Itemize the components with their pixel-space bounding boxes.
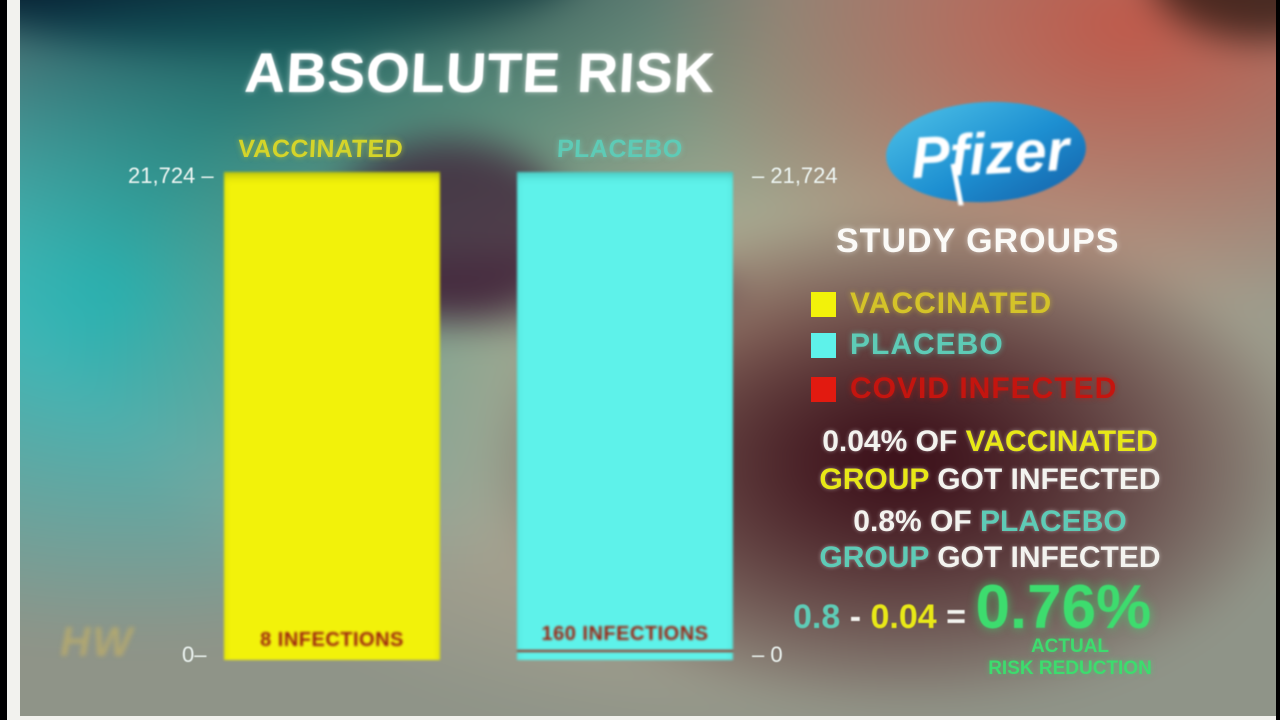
svg-text:Pfizer: Pfizer [910,118,1075,191]
